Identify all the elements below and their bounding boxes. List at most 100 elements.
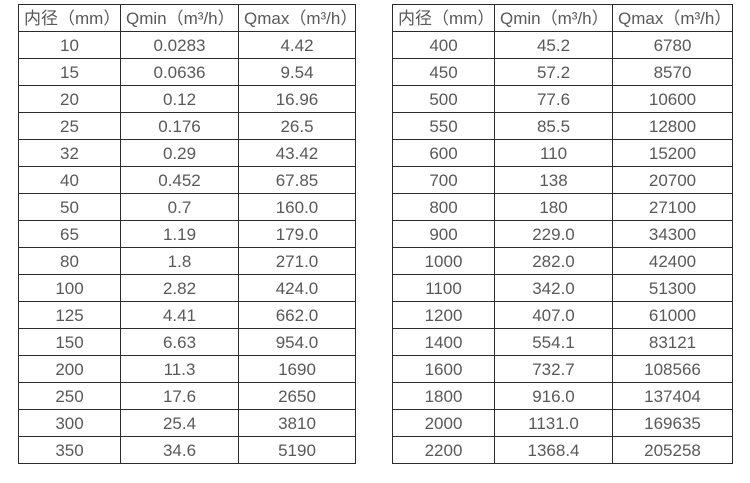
table-row: 20 0.12 16.96 [18,85,356,113]
table-cell: 0.29 [120,139,239,167]
table-row: 2000 1131.0 169635 [392,409,733,437]
table-cell: 20700 [612,166,733,194]
column-header: 内径（mm） [18,4,121,32]
table-cell: 916.0 [494,382,613,410]
table-row: 100 2.82 424.0 [18,274,356,302]
column-header: Qmin（m³/h） [494,4,613,32]
table-row: 550 85.5 12800 [392,112,733,140]
table-cell: 2200 [392,436,495,464]
table-cell: 16.96 [238,85,356,113]
table-cell: 20 [18,85,121,113]
table-cell: 6.63 [120,328,239,356]
spec-table-large-diameters: 内径（mm） Qmin（m³/h） Qmax（m³/h） 400 45.2 6780 450… [392,4,733,464]
table-cell: 1400 [392,328,495,356]
table-row: 900 229.0 34300 [392,220,733,248]
table-cell: 2.82 [120,274,239,302]
table-cell: 250 [18,382,121,410]
table-cell: 67.85 [238,166,356,194]
table-cell: 1.19 [120,220,239,248]
table-cell: 0.176 [120,112,239,140]
table-cell: 300 [18,409,121,437]
table-cell: 34.6 [120,436,239,464]
spec-table-small-diameters: 内径（mm） Qmin（m³/h） Qmax（m³/h） 10 0.0283 4.42 15… [18,4,356,464]
table-row: 125 4.41 662.0 [18,301,356,329]
table-cell: 229.0 [494,220,613,248]
table-cell: 10 [18,31,121,59]
table-cell: 160.0 [238,193,356,221]
table-cell: 45.2 [494,31,613,59]
table-cell: 282.0 [494,247,613,275]
table-cell: 800 [392,193,495,221]
table-cell: 50 [18,193,121,221]
table-cell: 500 [392,85,495,113]
table-cell: 138 [494,166,613,194]
table-row: 40 0.452 67.85 [18,166,356,194]
table-cell: 900 [392,220,495,248]
table-cell: 1.8 [120,247,239,275]
table-cell: 5190 [238,436,356,464]
table-cell: 1368.4 [494,436,613,464]
table-cell: 1200 [392,301,495,329]
table-cell: 26.5 [238,112,356,140]
table-cell: 11.3 [120,355,239,383]
table-cell: 25 [18,112,121,140]
column-header: Qmax（m³/h） [612,4,733,32]
table-cell: 108566 [612,355,733,383]
table-cell: 80 [18,247,121,275]
table-cell: 1690 [238,355,356,383]
table-row: 1000 282.0 42400 [392,247,733,275]
table-row: 1400 554.1 83121 [392,328,733,356]
table-cell: 61000 [612,301,733,329]
table-cell: 1800 [392,382,495,410]
header-row: 内径（mm） Qmin（m³/h） Qmax（m³/h） [392,4,733,32]
table-cell: 150 [18,328,121,356]
table-cell: 51300 [612,274,733,302]
table-cell: 732.7 [494,355,613,383]
header-row: 内径（mm） Qmin（m³/h） Qmax（m³/h） [18,4,356,32]
table-cell: 600 [392,139,495,167]
table-row: 300 25.4 3810 [18,409,356,437]
table-cell: 15 [18,58,121,86]
table-cell: 180 [494,193,613,221]
table-cell: 8570 [612,58,733,86]
table-row: 15 0.0636 9.54 [18,58,356,86]
table-cell: 77.6 [494,85,613,113]
table-cell: 0.7 [120,193,239,221]
table-cell: 110 [494,139,613,167]
table-cell: 350 [18,436,121,464]
table-cell: 100 [18,274,121,302]
table-cell: 1600 [392,355,495,383]
table-row: 1600 732.7 108566 [392,355,733,383]
table-row: 600 110 15200 [392,139,733,167]
table-cell: 85.5 [494,112,613,140]
table-cell: 17.6 [120,382,239,410]
table-cell: 27100 [612,193,733,221]
column-header: Qmin（m³/h） [120,4,239,32]
table-cell: 43.42 [238,139,356,167]
table-row: 500 77.6 10600 [392,85,733,113]
table-cell: 554.1 [494,328,613,356]
table-cell: 169635 [612,409,733,437]
table-cell: 32 [18,139,121,167]
table-cell: 34300 [612,220,733,248]
table-row: 80 1.8 271.0 [18,247,356,275]
table-row: 350 34.6 5190 [18,436,356,464]
table-cell: 407.0 [494,301,613,329]
table-cell: 424.0 [238,274,356,302]
table-row: 2200 1368.4 205258 [392,436,733,464]
table-row: 150 6.63 954.0 [18,328,356,356]
table-cell: 271.0 [238,247,356,275]
table-cell: 2650 [238,382,356,410]
table-cell: 0.0636 [120,58,239,86]
table-cell: 662.0 [238,301,356,329]
table-row: 1200 407.0 61000 [392,301,733,329]
table-cell: 205258 [612,436,733,464]
table-row: 1100 342.0 51300 [392,274,733,302]
table-cell: 3810 [238,409,356,437]
table-cell: 40 [18,166,121,194]
table-cell: 6780 [612,31,733,59]
table-cell: 15200 [612,139,733,167]
table-row: 32 0.29 43.42 [18,139,356,167]
table-cell: 4.42 [238,31,356,59]
table-cell: 2000 [392,409,495,437]
